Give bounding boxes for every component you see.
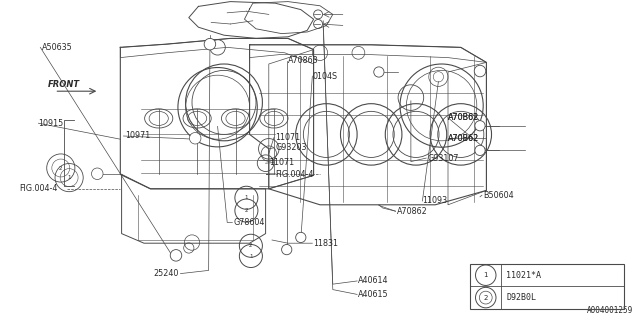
Text: A70862: A70862 (397, 207, 428, 216)
Text: 2: 2 (484, 295, 488, 300)
Circle shape (92, 168, 103, 180)
Text: FIG.004-4: FIG.004-4 (19, 184, 58, 193)
Circle shape (374, 67, 384, 77)
Text: 2: 2 (244, 208, 248, 213)
Text: 10971: 10971 (125, 132, 150, 140)
Text: A50635: A50635 (42, 43, 72, 52)
Text: A70863: A70863 (288, 56, 319, 65)
Text: D92B0L: D92B0L (506, 293, 536, 302)
Text: 1: 1 (483, 272, 488, 278)
Text: FIG.004-4: FIG.004-4 (275, 170, 314, 179)
Text: 11071: 11071 (275, 133, 300, 142)
Text: G93107: G93107 (428, 154, 459, 163)
Text: 1: 1 (67, 175, 71, 180)
Circle shape (189, 132, 201, 144)
Text: A70B62: A70B62 (448, 134, 479, 143)
Bar (470, 264, 624, 309)
Text: 25240: 25240 (154, 269, 179, 278)
Circle shape (474, 65, 486, 77)
Text: 2: 2 (249, 243, 253, 248)
Text: B50604: B50604 (483, 191, 514, 200)
Text: A70B62: A70B62 (448, 113, 479, 122)
Text: 11071: 11071 (269, 158, 294, 167)
Text: 0104S: 0104S (312, 72, 337, 81)
Circle shape (282, 244, 292, 255)
Text: A40615: A40615 (358, 290, 389, 299)
Circle shape (204, 38, 216, 50)
Circle shape (170, 250, 182, 261)
Circle shape (296, 232, 306, 243)
Text: FRONT: FRONT (48, 80, 80, 89)
Text: A70B62: A70B62 (448, 134, 479, 143)
Text: 11831: 11831 (314, 239, 339, 248)
Text: G78604: G78604 (234, 218, 265, 227)
Text: G93203: G93203 (275, 143, 307, 152)
Text: 2: 2 (59, 165, 63, 171)
Text: 11021*A: 11021*A (506, 271, 541, 280)
Text: A70B62: A70B62 (448, 113, 479, 122)
Circle shape (475, 145, 485, 156)
Text: A004001259: A004001259 (588, 306, 634, 315)
Circle shape (475, 121, 485, 131)
Text: 1: 1 (249, 253, 253, 259)
Text: 10915: 10915 (38, 119, 63, 128)
Text: 11093: 11093 (422, 196, 447, 205)
Text: 1: 1 (244, 195, 248, 200)
Text: A40614: A40614 (358, 276, 389, 285)
